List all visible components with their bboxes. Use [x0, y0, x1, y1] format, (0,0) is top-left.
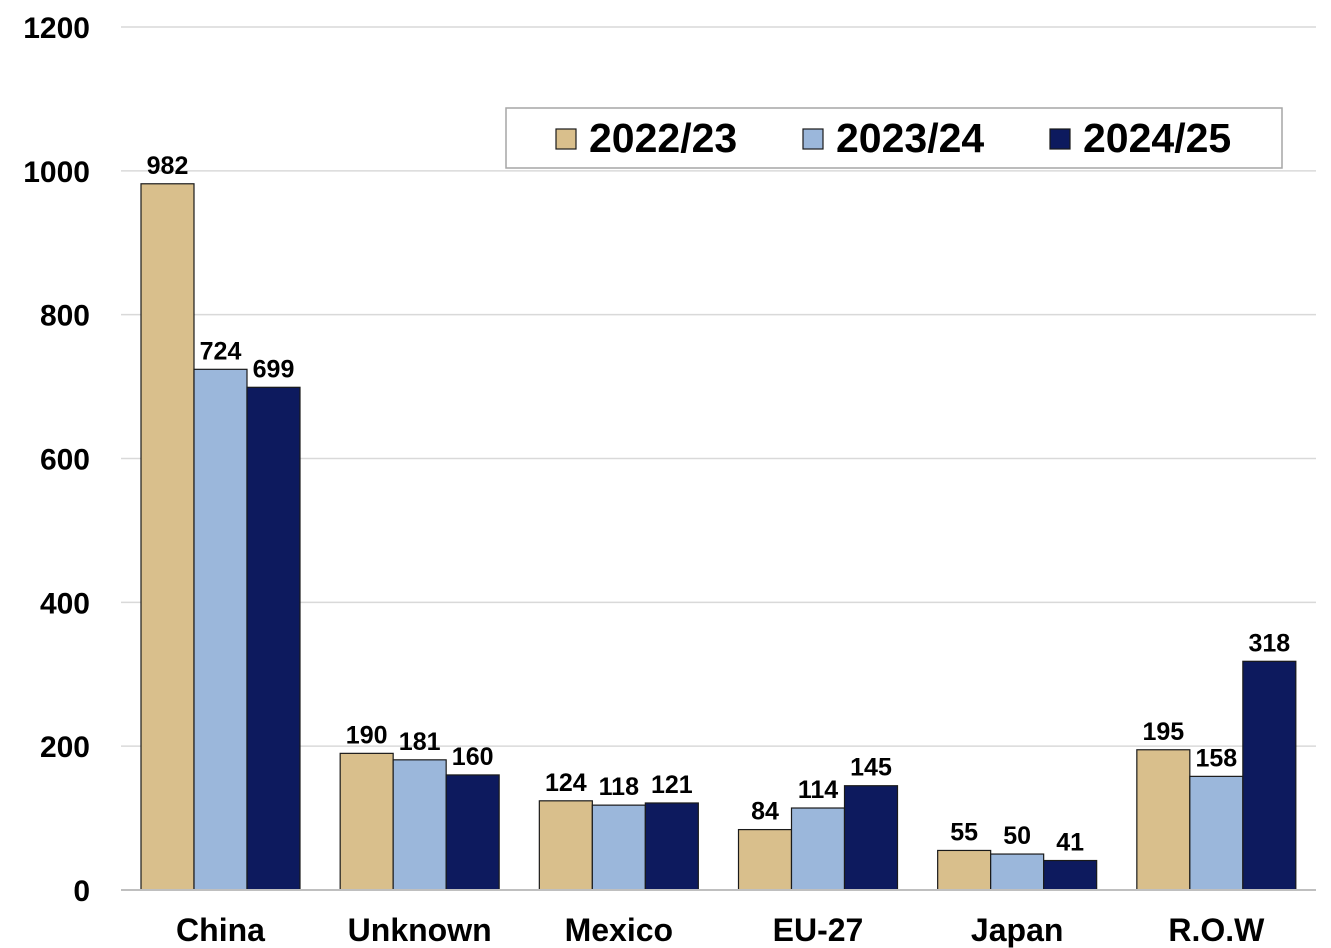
- bar: [246, 386, 301, 891]
- bar: [1043, 859, 1098, 891]
- legend-entry: 2022/23: [589, 115, 737, 161]
- x-tick-label: Unknown: [348, 912, 492, 948]
- data-label: 160: [452, 743, 494, 771]
- y-tick-label: 1000: [23, 156, 90, 189]
- data-label: 114: [798, 776, 838, 804]
- data-label: 699: [253, 355, 295, 383]
- bar: [1242, 660, 1297, 891]
- data-label: 55: [950, 818, 978, 846]
- data-label: 724: [200, 337, 242, 365]
- data-label: 121: [651, 771, 693, 799]
- y-tick-label: 600: [40, 444, 90, 477]
- x-tick-label: Japan: [971, 912, 1063, 948]
- data-label: 190: [346, 721, 388, 749]
- y-tick-label: 200: [40, 731, 90, 764]
- bar: [990, 853, 1045, 891]
- y-tick-label: 1200: [23, 12, 90, 45]
- gridlines: [121, 26, 1316, 747]
- y-tick-label: 800: [40, 300, 90, 333]
- legend-swatch: [802, 128, 824, 150]
- bar: [140, 183, 195, 891]
- bar: [591, 804, 646, 891]
- bars: [140, 183, 1297, 891]
- legend-swatch: [555, 128, 577, 150]
- bar: [1136, 749, 1191, 891]
- x-tick-label: Mexico: [565, 912, 673, 948]
- data-label: 84: [751, 798, 779, 826]
- legend-entry: 2024/25: [1083, 115, 1231, 161]
- bar: [445, 774, 500, 891]
- data-labels: 982 724 699 190 181 160 124 118 121 84 114 145 55 50 4…: [147, 152, 1291, 857]
- x-tick-label: R.O.W: [1168, 912, 1265, 948]
- data-label: 982: [147, 152, 189, 180]
- x-tick-label: EU-27: [773, 912, 864, 948]
- data-label: 118: [599, 773, 639, 801]
- data-label: 41: [1056, 829, 1084, 857]
- bar: [937, 849, 992, 891]
- legend-swatch: [1049, 128, 1071, 150]
- bar: [737, 828, 793, 891]
- legend-entry: 2023/24: [836, 115, 984, 161]
- y-tick-label: 400: [40, 587, 90, 620]
- bar: [339, 752, 394, 891]
- bar: [843, 785, 899, 891]
- data-label: 181: [399, 728, 441, 756]
- data-label: 50: [1003, 822, 1031, 850]
- data-label: 195: [1142, 718, 1184, 746]
- data-label: 318: [1248, 629, 1290, 657]
- x-tick-label: China: [176, 912, 265, 948]
- axes: 0 200 400 600 800 1000 1200 China Unknown Mexico E…: [23, 12, 1316, 948]
- bar: [644, 802, 699, 891]
- data-label: 124: [545, 769, 587, 797]
- data-label: 158: [1195, 744, 1237, 772]
- y-tick-label: 0: [73, 875, 90, 908]
- bar: [538, 800, 593, 891]
- legend-box: [505, 107, 1283, 169]
- bar: [392, 759, 447, 891]
- data-label: 145: [850, 754, 892, 782]
- bar: [193, 368, 248, 891]
- legend: 2022/23 2023/24 2024/25: [505, 107, 1283, 169]
- bar: [1189, 775, 1244, 891]
- bar: [790, 807, 846, 891]
